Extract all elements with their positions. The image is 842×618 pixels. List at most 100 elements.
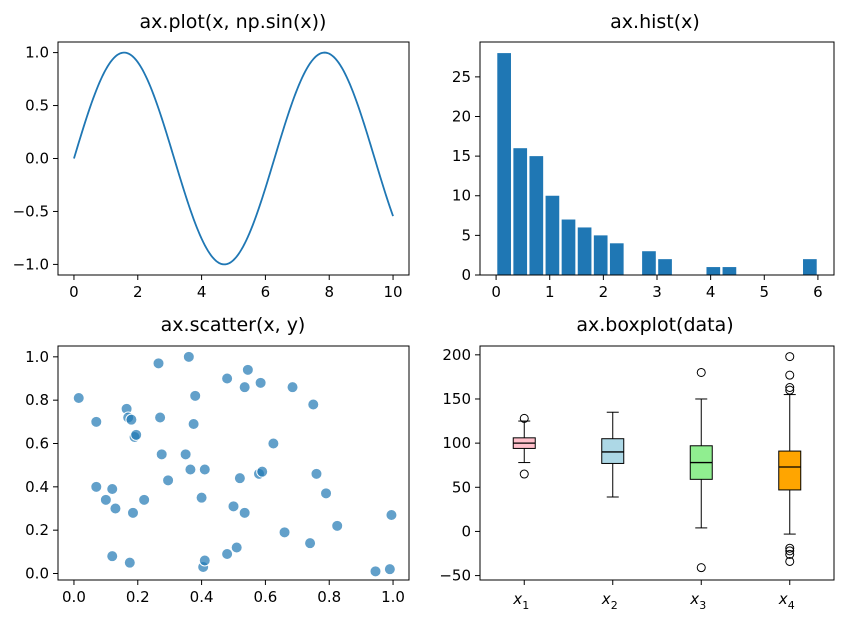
outlier-point xyxy=(519,413,529,423)
line-chart-panel: ax.plot(x, np.sin(x)) 0 2 4 6 8 10 1.0 0.5 0.0 −0… xyxy=(13,11,410,301)
scatter-point xyxy=(99,493,112,506)
y-tick-label: 0 xyxy=(461,266,471,284)
scatter-point xyxy=(385,509,398,521)
scatter-point xyxy=(90,415,103,428)
x-tick-label: x2 xyxy=(601,590,618,612)
boxplot-frame xyxy=(479,345,835,581)
x-tick-label: x1 xyxy=(512,590,529,612)
scatter-point xyxy=(126,506,139,519)
y-tick-label: 0.2 xyxy=(25,521,49,539)
boxplot-plot-area xyxy=(512,352,802,573)
x-tick-label: 4 xyxy=(197,283,207,301)
line-chart-title: ax.plot(x, np.sin(x)) xyxy=(140,11,327,33)
scatter-point xyxy=(106,550,119,563)
box-3 xyxy=(689,367,713,573)
scatter-point xyxy=(304,537,317,550)
scatter-point xyxy=(221,548,234,560)
y-tick-label: −1.0 xyxy=(13,255,49,273)
x-tick-label: 0.0 xyxy=(62,588,86,606)
x-tick-label: 6 xyxy=(261,283,271,301)
histogram-frame xyxy=(479,41,835,276)
scatter-point xyxy=(109,502,122,515)
scatter-point xyxy=(307,398,320,411)
x-tick-label-main: x xyxy=(689,590,699,608)
x-tick-label: 6 xyxy=(813,283,823,301)
y-tick-label: 50 xyxy=(452,478,471,496)
box-body xyxy=(778,450,802,491)
scatter-point xyxy=(241,363,254,376)
x-tick-label: 0.2 xyxy=(126,588,150,606)
scatter-point xyxy=(331,519,344,532)
scatter-point xyxy=(286,381,299,394)
scatter-point xyxy=(154,411,167,424)
x-tick-label: 1 xyxy=(545,283,555,301)
scatter-point xyxy=(267,437,280,450)
scatter-point xyxy=(90,480,103,493)
line-chart-frame xyxy=(57,41,410,276)
histogram-bar xyxy=(577,227,592,275)
x-tick-label: 10 xyxy=(383,283,402,301)
x-tick-label: 4 xyxy=(706,283,716,301)
outlier-point xyxy=(785,543,795,553)
scatter-point xyxy=(182,350,195,363)
y-tick-label: 150 xyxy=(442,390,471,408)
scatter-point xyxy=(221,372,234,385)
outlier-point xyxy=(519,469,529,479)
scatter-point xyxy=(383,563,396,576)
outlier-point xyxy=(785,383,795,393)
y-tick-label: −50 xyxy=(439,567,471,585)
outlier-point xyxy=(785,556,795,566)
y-tick-label: 0.8 xyxy=(25,391,49,409)
outlier-point xyxy=(785,352,795,362)
y-tick-label: 10 xyxy=(452,187,471,205)
histogram-bar xyxy=(642,251,656,275)
y-tick-label: 0.0 xyxy=(25,150,49,168)
box-2 xyxy=(601,411,625,498)
outlier-point xyxy=(785,549,795,559)
scatter-point xyxy=(227,500,240,513)
scatter-point xyxy=(130,428,143,441)
scatter-point xyxy=(189,389,202,402)
y-tick-label: 0.0 xyxy=(25,565,49,583)
histogram-bar xyxy=(497,53,511,275)
x-tick-label-main: x xyxy=(601,590,611,608)
box-4 xyxy=(778,352,802,566)
scatter-point xyxy=(369,565,382,578)
box-1 xyxy=(512,413,536,479)
histogram-title: ax.hist(x) xyxy=(610,11,700,33)
y-tick-label: 1.0 xyxy=(25,348,49,366)
scatter-point xyxy=(125,413,138,426)
y-tick-label: 25 xyxy=(452,68,471,86)
outlier-point xyxy=(785,385,795,395)
scatter-point xyxy=(254,376,267,389)
outlier-point xyxy=(696,563,706,573)
histogram-bar xyxy=(593,235,608,275)
scatter-point xyxy=(198,554,211,567)
scatter-point xyxy=(187,418,200,430)
outlier-point xyxy=(696,367,706,377)
x-tick-label: 0.6 xyxy=(253,588,277,606)
line-chart-plot-area xyxy=(73,51,394,266)
y-tick-label: 5 xyxy=(461,226,471,244)
y-tick-label: 15 xyxy=(452,147,471,165)
x-tick-label: 2 xyxy=(133,283,143,301)
x-tick-label: 0.4 xyxy=(190,588,214,606)
x-tick-label: 1.0 xyxy=(381,588,405,606)
histogram-bar xyxy=(609,243,624,275)
sine-line xyxy=(73,51,394,266)
scatter-point xyxy=(320,487,333,500)
x-tick-label-subscript: 4 xyxy=(788,599,795,612)
outlier-point xyxy=(785,370,795,380)
x-tick-label: 0 xyxy=(69,283,79,301)
scatter-point xyxy=(195,491,208,504)
x-tick-label: 3 xyxy=(652,283,662,301)
scatter-point xyxy=(152,357,165,370)
scatter-point xyxy=(138,493,151,506)
scatter-point xyxy=(123,556,136,569)
scatter-point xyxy=(162,474,175,487)
histogram-bar xyxy=(722,267,737,275)
x-tick-label: 8 xyxy=(324,283,334,301)
